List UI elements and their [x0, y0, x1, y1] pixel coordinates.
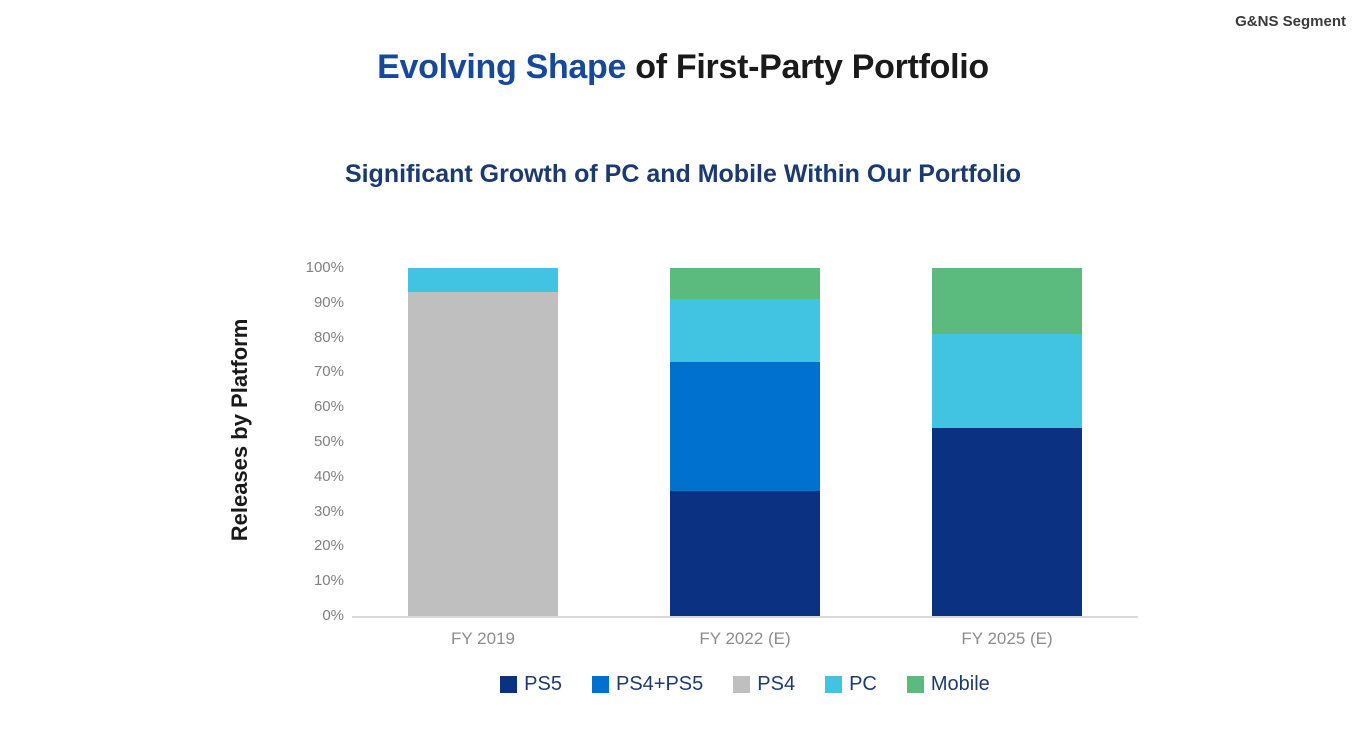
y-tick-label: 0% [322, 607, 344, 624]
segment-label: G&NS Segment [1235, 13, 1346, 30]
y-tick-label: 10% [313, 572, 344, 590]
legend-swatch-icon [825, 676, 843, 693]
page-title-rest: of First-Party Portfolio [626, 48, 989, 86]
legend-label: Mobile [930, 673, 990, 695]
legend-label: PC [849, 673, 877, 695]
bar-fy-2022-e [670, 268, 820, 616]
y-tick-label: 90% [313, 293, 344, 311]
y-tick-label: 80% [313, 328, 344, 346]
bar-segment-ps4-ps5 [670, 361, 820, 491]
bar-segment-pc [932, 334, 1082, 429]
y-tick-label: 60% [313, 398, 344, 416]
legend-item-ps4: PS4 [733, 673, 795, 696]
bar-segment-ps5 [932, 428, 1082, 616]
bar-segment-ps4 [408, 292, 558, 616]
y-tick-label: 70% [313, 363, 344, 381]
page-title-highlight: Evolving Shape [377, 48, 627, 86]
legend-item-mobile: Mobile [906, 673, 990, 696]
bar-segment-mobile [932, 268, 1082, 335]
bar-segment-pc [670, 299, 820, 362]
x-category-label: FY 2019 [451, 629, 515, 648]
y-tick-label: 100% [305, 259, 344, 276]
y-axis-title: Releases by Platform [227, 318, 252, 542]
bar-fy-2025-e [932, 268, 1082, 616]
plot-area: 0% 10% 20% 30% 40% 50% 60% 70% 80% 90% 100% FY 2019… [306, 259, 1138, 648]
x-category-label: FY 2025 (E) [961, 629, 1053, 648]
legend-swatch-icon [591, 676, 609, 693]
chart-legend: PS5 PS4+PS5 PS4 PC Mobile [352, 673, 1138, 696]
y-tick-label: 20% [313, 537, 344, 555]
bar-segment-mobile [670, 268, 820, 300]
bar-segment-pc [408, 268, 558, 293]
y-tick-label: 30% [313, 502, 344, 520]
bar-fy-2019 [408, 268, 558, 616]
legend-item-pc: PC [825, 673, 877, 696]
page-title: Evolving Shape of First-Party Portfolio [0, 48, 1366, 87]
chart-subtitle: Significant Growth of PC and Mobile With… [344, 160, 1022, 188]
x-category-label: FY 2022 (E) [699, 629, 791, 648]
legend-swatch-icon [500, 676, 518, 693]
legend-label: PS4 [757, 673, 796, 695]
legend-label: PS5 [524, 673, 562, 695]
legend-swatch-icon [906, 676, 924, 693]
legend-label: PS4+PS5 [615, 673, 704, 695]
bar-segment-ps5 [670, 490, 820, 616]
legend-item-ps4-ps5: PS4+PS5 [591, 673, 704, 696]
legend-item-ps5: PS5 [500, 673, 562, 696]
y-tick-label: 50% [313, 433, 344, 450]
legend-swatch-icon [733, 676, 751, 693]
y-tick-label: 40% [313, 467, 344, 485]
